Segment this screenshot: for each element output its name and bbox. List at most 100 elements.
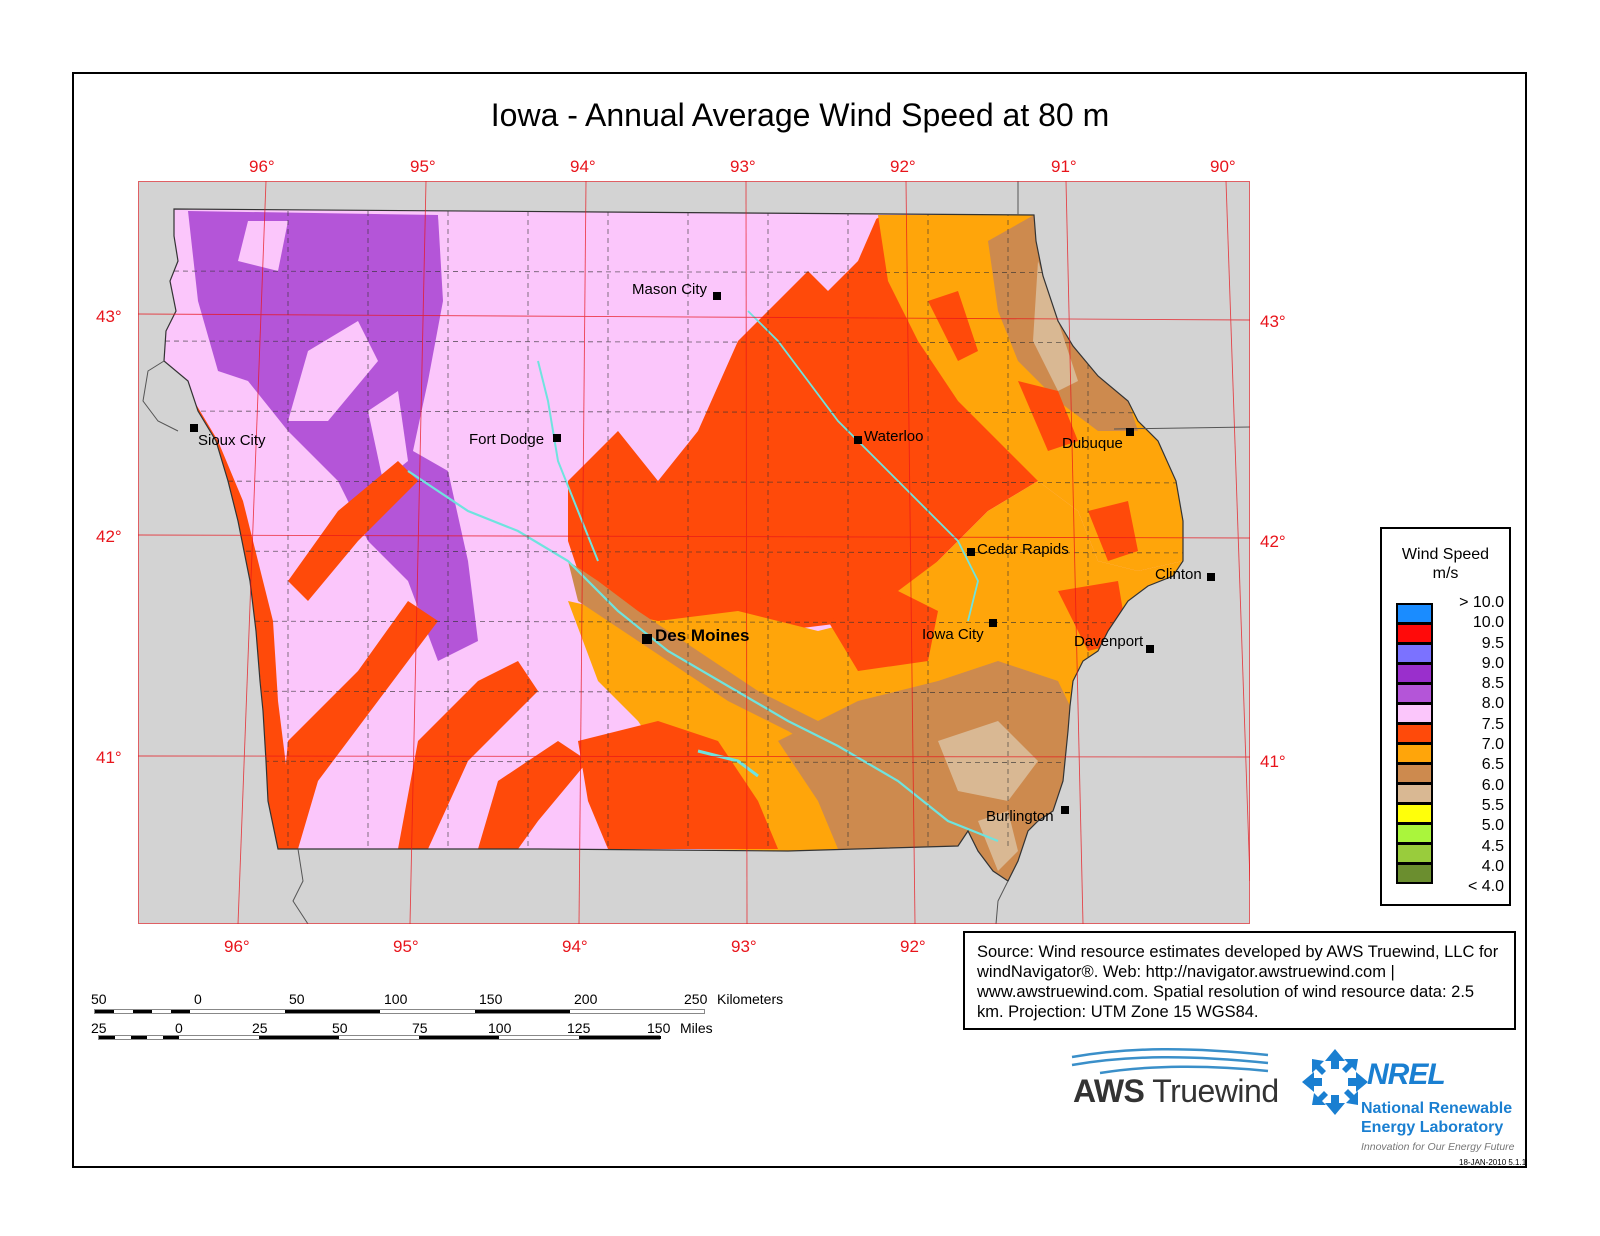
- city-label-fort-dodge: Fort Dodge: [469, 431, 545, 448]
- scale-km-bar: [94, 1009, 705, 1014]
- aws-logo-light: Truewind: [1144, 1073, 1279, 1109]
- city-label-waterloo: Waterloo: [864, 428, 924, 445]
- city-marker-davenport: [1146, 645, 1154, 653]
- legend-swatch-9.5: [1398, 645, 1431, 665]
- city-marker-waterloo: [854, 436, 862, 444]
- legend-label: 7.5: [1481, 715, 1504, 733]
- lat-label-right-41: 41°: [1260, 752, 1286, 771]
- legend-title-line1: Wind Speed: [1401, 546, 1490, 563]
- nrel-name-line2: Energy Laboratory: [1361, 1119, 1504, 1136]
- city-label-dubuque: Dubuque: [1062, 435, 1123, 452]
- legend-label: 9.0: [1481, 654, 1504, 672]
- scale-mi-label: 100: [488, 1020, 512, 1036]
- legend-label: 8.0: [1481, 695, 1504, 713]
- legend-label: 6.5: [1481, 756, 1504, 774]
- legend-swatch-gt10: [1398, 605, 1431, 625]
- lon-label-bottom-93: 93°: [731, 937, 757, 956]
- lon-label-bottom-95: 95°: [393, 937, 419, 956]
- city-marker-des-moines: [642, 634, 652, 644]
- lat-label-left-41: 41°: [96, 748, 122, 767]
- scale-km-label: 100: [384, 991, 408, 1007]
- city-label-burlington: Burlington: [986, 808, 1054, 825]
- wind-speed-map: [138, 181, 1250, 924]
- scale-mi-label: 50: [332, 1020, 348, 1036]
- city-label-des-moines: Des Moines: [655, 626, 750, 645]
- nrel-name: National Renewable Energy Laboratory: [1361, 1099, 1512, 1137]
- legend-swatch-4.5: [1398, 845, 1431, 865]
- nrel-tagline: Innovation for Our Energy Future: [1361, 1141, 1515, 1153]
- legend-label: 4.0: [1481, 857, 1504, 875]
- scale-km-label: 250: [684, 991, 708, 1007]
- lon-label-bottom-92: 92°: [900, 937, 926, 956]
- legend-swatch-9.0: [1398, 665, 1431, 685]
- legend-swatch-6.5: [1398, 765, 1431, 785]
- city-marker-cedar-rapids: [967, 548, 975, 556]
- scale-km-label: 0: [194, 991, 202, 1007]
- legend-swatch-5.0: [1398, 825, 1431, 845]
- scale-km-label: 150: [479, 991, 503, 1007]
- scale-mi-unit: Miles: [680, 1020, 713, 1036]
- iowa-map-graphic: [138, 181, 1250, 924]
- legend-label: > 10.0: [1459, 594, 1504, 611]
- wind-speed-legend: Wind Speed m/s > 10.0 10.0 9.5 9.0 8.5 8…: [1380, 527, 1511, 906]
- city-label-mason-city: Mason City: [632, 281, 708, 298]
- city-marker-sioux-city: [190, 424, 198, 432]
- city-label-clinton: Clinton: [1155, 566, 1202, 583]
- legend-label: 7.0: [1481, 736, 1504, 754]
- scale-mi-label: 75: [412, 1020, 428, 1036]
- legend-swatch-6.0: [1398, 785, 1431, 805]
- city-marker-dubuque: [1126, 428, 1134, 436]
- nrel-name-line1: National Renewable: [1361, 1100, 1513, 1117]
- scale-mi-bar: [98, 1035, 661, 1040]
- lon-label-bottom-94: 94°: [562, 937, 588, 956]
- legend-label: < 4.0: [1467, 878, 1504, 896]
- aws-truewind-wave-icon: [1071, 1047, 1269, 1075]
- city-label-iowa-city: Iowa City: [922, 626, 984, 643]
- nrel-wordmark: NREL: [1367, 1058, 1446, 1091]
- lat-label-left-43: 43°: [96, 307, 122, 326]
- lat-label-right-43: 43°: [1260, 312, 1286, 331]
- legend-label: 10.0: [1472, 614, 1504, 632]
- legend-swatch-4.0: [1398, 865, 1431, 882]
- source-note: Source: Wind resource estimates develope…: [963, 931, 1516, 1030]
- city-label-sioux-city: Sioux City: [198, 432, 266, 449]
- legend-label: 5.0: [1481, 817, 1504, 835]
- legend-swatch-8.0: [1398, 705, 1431, 725]
- scale-km-label: 50: [289, 991, 305, 1007]
- legend-color-bar: [1396, 603, 1433, 884]
- map-title: Iowa - Annual Average Wind Speed at 80 m: [490, 97, 1110, 133]
- legend-labels: > 10.0 10.0 9.5 9.0 8.5 8.0 7.5 7.0 6.5 …: [1438, 593, 1504, 897]
- legend-swatch-7.5: [1398, 725, 1431, 745]
- lat-label-right-42: 42°: [1260, 532, 1286, 551]
- city-marker-fort-dodge: [553, 434, 561, 442]
- legend-swatch-7.0: [1398, 745, 1431, 765]
- legend-title-units: m/s: [1432, 565, 1459, 582]
- lat-label-left-42: 42°: [96, 527, 122, 546]
- city-marker-mason-city: [713, 292, 721, 300]
- scale-km-label: 50: [91, 991, 107, 1007]
- scale-mi-label: 150: [647, 1020, 671, 1036]
- lon-label-top-94: 94°: [570, 157, 596, 176]
- lon-label-top-91: 91°: [1051, 157, 1077, 176]
- legend-label: 4.5: [1481, 837, 1504, 855]
- aws-logo-bold: AWS: [1073, 1073, 1145, 1109]
- lon-label-top-95: 95°: [410, 157, 436, 176]
- city-label-cedar-rapids: Cedar Rapids: [977, 541, 1069, 558]
- legend-label: 6.0: [1481, 776, 1504, 794]
- scale-mi-label: 25: [91, 1020, 107, 1036]
- city-marker-iowa-city: [989, 619, 997, 627]
- aws-truewind-logo: AWS Truewind: [1073, 1073, 1279, 1110]
- version-stamp: 18-JAN-2010 5.1.1: [1459, 1158, 1527, 1167]
- legend-label: 9.5: [1481, 634, 1504, 652]
- scale-km-unit: Kilometers: [717, 991, 784, 1007]
- legend-swatch-10.0: [1398, 625, 1431, 645]
- legend-label: 8.5: [1481, 675, 1504, 693]
- legend-title: Wind Speed m/s: [1382, 545, 1509, 583]
- city-marker-clinton: [1207, 573, 1215, 581]
- scale-mi-label: 25: [252, 1020, 268, 1036]
- lon-label-top-92: 92°: [890, 157, 916, 176]
- city-label-davenport: Davenport: [1074, 633, 1144, 650]
- scale-km-label: 200: [574, 991, 598, 1007]
- legend-swatch-8.5: [1398, 685, 1431, 705]
- lon-label-bottom-96: 96°: [224, 937, 250, 956]
